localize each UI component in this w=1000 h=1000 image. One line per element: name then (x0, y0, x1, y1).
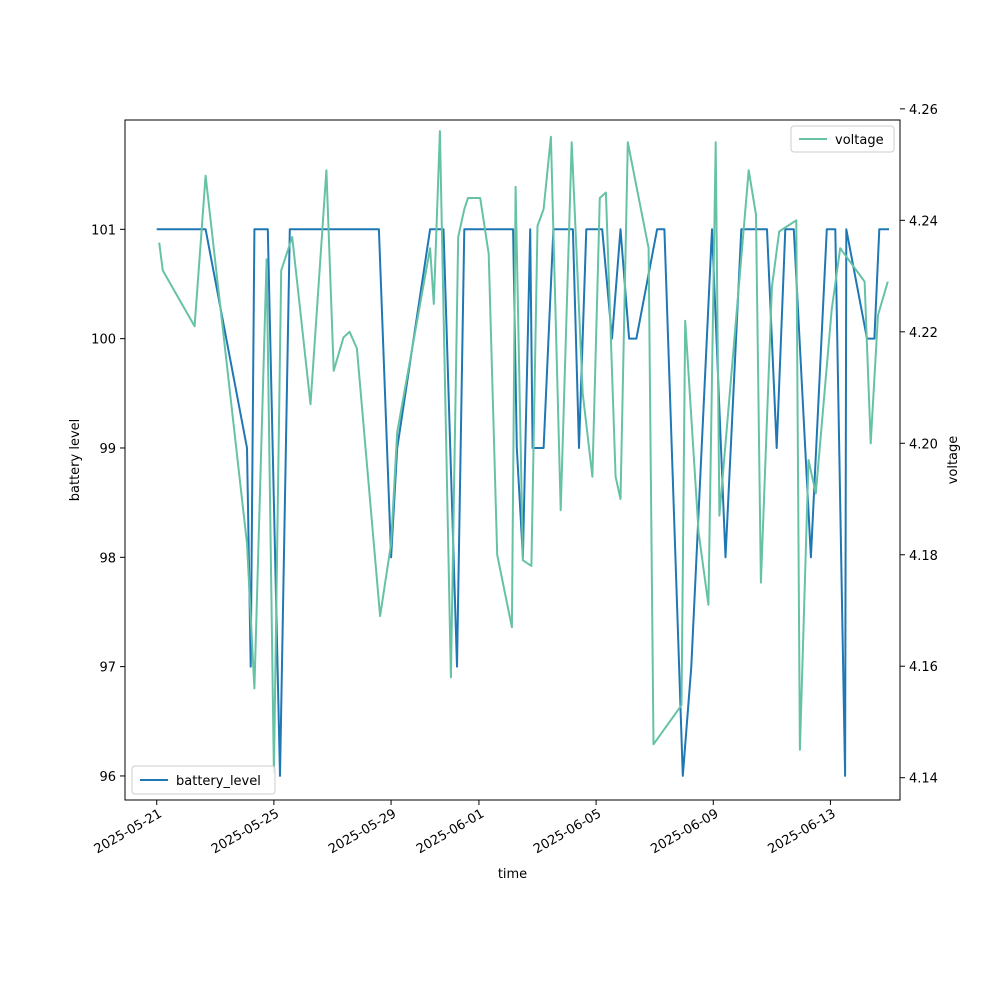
y-tick-label-right: 4.14 (909, 772, 938, 787)
legend-battery-level: battery_level (131, 765, 276, 795)
y-tick-label-right: 4.20 (909, 437, 938, 452)
y-tick-label-left: 98 (99, 551, 116, 566)
right-axis: 4.14 4.16 4.18 4.20 4.22 4.24 4.26 (900, 103, 938, 787)
legend-box (131, 765, 276, 795)
y-tick-label-right: 4.18 (909, 549, 938, 564)
y-tick-label-right: 4.16 (909, 660, 938, 675)
y-tick-label-right: 4.24 (909, 214, 938, 229)
legend-label: battery_level (176, 774, 261, 789)
legend-box (790, 125, 895, 153)
y-axis-label-right: voltage (946, 436, 961, 485)
y-tick-label-left: 101 (91, 223, 116, 238)
y-tick-label-left: 100 (91, 333, 116, 348)
y-tick-label-left: 97 (99, 661, 116, 676)
plot-frame (124, 119, 901, 801)
legend-label: voltage (835, 133, 884, 148)
series-layer (156, 130, 889, 777)
left-axis: 96 97 98 99 100 101 (91, 223, 125, 785)
y-tick-label-right: 4.26 (909, 103, 938, 118)
y-axis-label-left: battery level (68, 419, 83, 502)
x-axis-label: time (498, 867, 527, 882)
y-tick-label-left: 99 (99, 442, 116, 457)
series-line-voltage (158, 130, 889, 774)
y-tick-label-left: 96 (99, 770, 116, 785)
y-tick-label-right: 4.22 (909, 326, 938, 341)
legend-voltage: voltage (790, 125, 895, 153)
series-line-battery-level (156, 228, 889, 777)
